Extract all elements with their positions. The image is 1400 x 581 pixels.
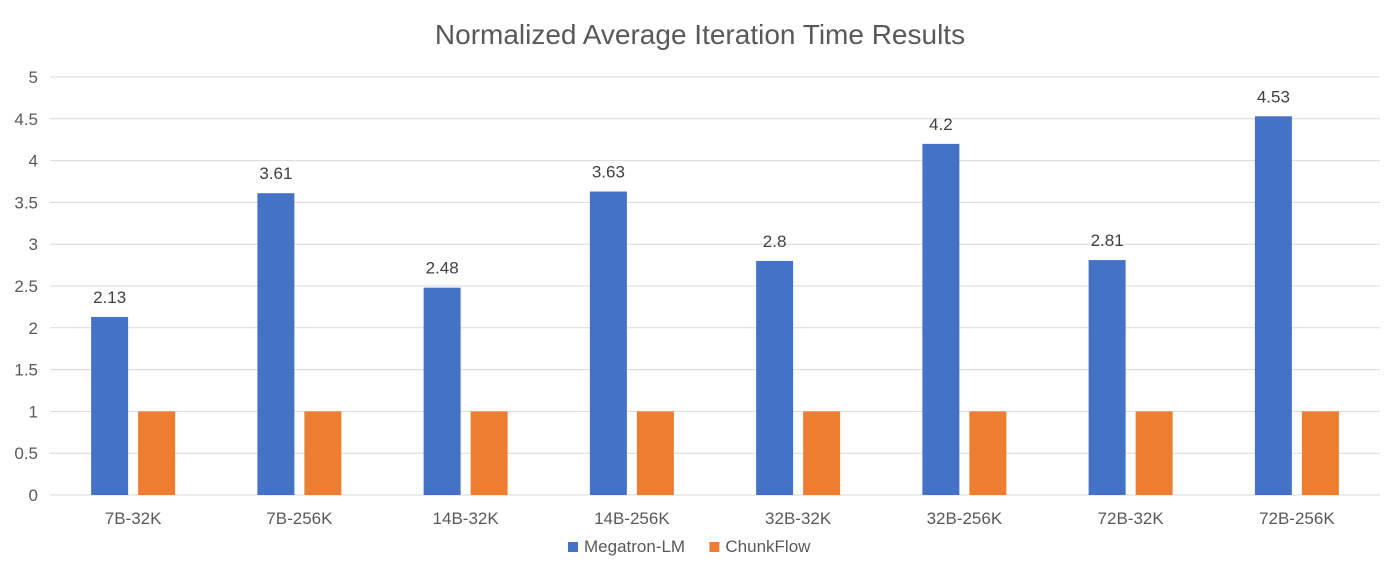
x-tick-label: 14B-256K: [594, 509, 670, 528]
x-tick-label: 32B-256K: [927, 509, 1003, 528]
bar-chunkflow: [969, 411, 1007, 495]
chart-title: Normalized Average Iteration Time Result…: [435, 19, 965, 50]
bar-megatron-lm: [756, 260, 794, 495]
x-tick-label: 32B-32K: [765, 509, 832, 528]
bar-chunkflow: [470, 411, 508, 495]
x-tick-label: 72B-256K: [1259, 509, 1335, 528]
legend: Megatron-LM ChunkFlow: [568, 537, 811, 556]
bar-chunkflow: [636, 411, 674, 495]
legend-label: Megatron-LM: [584, 537, 685, 556]
y-tick-label: 5: [29, 68, 38, 87]
bar-chunkflow: [1301, 411, 1339, 495]
y-axis-ticks: 0 0.5 1 1.5 2 2.5 3 3.5 4 4.5 5: [14, 68, 38, 505]
bar-chunkflow: [304, 411, 342, 495]
x-axis-ticks: 7B-32K 7B-256K 14B-32K 14B-256K 32B-32K 32B-2…: [105, 509, 1336, 528]
bar-megatron-lm: [589, 191, 627, 496]
y-tick-label: 4: [29, 152, 38, 171]
bar-megatron-lm: [1254, 116, 1292, 496]
y-tick-label: 3: [29, 235, 38, 254]
data-label: 4.2: [929, 115, 953, 134]
data-label: 2.13: [93, 288, 126, 307]
bar-chunkflow: [803, 411, 841, 495]
legend-swatch: [709, 542, 720, 552]
x-tick-label: 14B-32K: [433, 509, 500, 528]
y-tick-label: 1: [29, 402, 38, 421]
bar-chunkflow: [138, 411, 176, 495]
bar-megatron-lm: [257, 193, 295, 496]
data-label: 2.48: [426, 259, 459, 278]
bar-megatron-lm: [1088, 260, 1126, 495]
data-label: 2.81: [1091, 231, 1124, 250]
data-label: 3.63: [592, 163, 625, 182]
bar-megatron-lm: [922, 143, 960, 495]
y-tick-label: 2: [29, 319, 38, 338]
bar-chunkflow: [1135, 411, 1173, 495]
legend-label: ChunkFlow: [725, 537, 811, 556]
data-label: 2.8: [763, 232, 787, 251]
x-tick-label: 7B-32K: [105, 509, 162, 528]
y-tick-label: 2.5: [14, 277, 38, 296]
y-tick-label: 3.5: [14, 193, 38, 212]
data-labels: 2.13 3.61 2.48 3.63 2.8 4.2 2.81 4.53: [93, 87, 1290, 307]
bar-megatron-lm: [423, 287, 461, 495]
x-tick-label: 72B-32K: [1098, 509, 1165, 528]
x-tick-label: 7B-256K: [266, 509, 333, 528]
y-tick-label: 4.5: [14, 110, 38, 129]
bars: [91, 116, 1339, 496]
gridlines: [50, 76, 1380, 496]
data-label: 4.53: [1257, 87, 1290, 106]
data-label: 3.61: [259, 164, 292, 183]
y-tick-label: 0: [29, 486, 38, 505]
y-tick-label: 1.5: [14, 361, 38, 380]
legend-swatch: [568, 542, 578, 552]
y-tick-label: 0.5: [14, 444, 38, 463]
bar-megatron-lm: [91, 316, 129, 495]
